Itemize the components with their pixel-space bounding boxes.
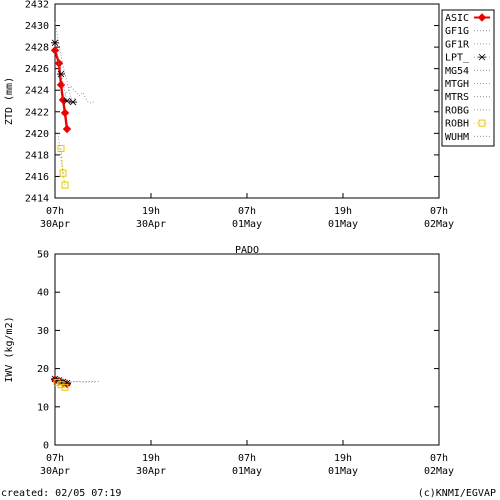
panel2-y-tick-label: 30: [37, 326, 49, 337]
panel1-series-robh: [57, 144, 69, 189]
legend-point: [478, 53, 486, 61]
panel2-y-tick-label: 0: [43, 441, 49, 452]
panel1-series-line: [54, 22, 75, 100]
panel1-lpt_-point: [57, 70, 65, 78]
legend-entry-mtgh: MTGH: [445, 79, 490, 90]
panel1-lpt_-point: [69, 98, 77, 106]
panel2-x-tick-label-date: 30Apr: [136, 466, 166, 477]
panel1-y-tick-label: 2414: [25, 194, 49, 205]
panel1-y-tick-label: 2432: [25, 0, 49, 11]
panel1-series-line: [60, 148, 66, 186]
panel1-robh-point: [57, 144, 65, 152]
created-timestamp: created: 02/05 07:19: [1, 488, 122, 499]
panel1-x-tick-label-hour: 07h: [238, 206, 256, 217]
legend-entry-asic: ASIC: [445, 13, 490, 24]
legend-label: ROBH: [445, 119, 469, 130]
panel1-lpt_-point: [63, 97, 71, 105]
panel1-y-tick-label: 2416: [25, 172, 49, 183]
legend-entry-wuhm: WUHM: [445, 132, 490, 143]
panel1-x-tick-label-date: 30Apr: [136, 219, 166, 230]
legend-entry-lpt: LPT_: [445, 53, 490, 64]
panel2-y-axis-label: IWV (kg/m2): [4, 316, 15, 382]
panel1-robh-point: [61, 181, 69, 189]
panel2-robh-point: [53, 378, 61, 386]
panel1-x-tick-label-hour: 19h: [142, 206, 160, 217]
panel1-y-axis-label: ZTD (mm): [4, 77, 15, 125]
panel2-series-line: [54, 380, 95, 383]
legend-label: LPT_: [445, 53, 470, 64]
panel1-x-tick-label-date: 01May: [328, 219, 358, 230]
credit-text: (c)KNMI/EGVAP: [417, 488, 496, 499]
legend-entry-gf1r: GF1R: [445, 39, 490, 50]
panel2-y-tick-label: 50: [37, 250, 49, 261]
panel1-lpt_-point: [51, 39, 59, 47]
panel1-series-mg54: [62, 85, 96, 104]
legend-entry-mtrs: MTRS: [445, 92, 490, 103]
legend-label: MG54: [445, 66, 469, 77]
legend-entry-robg: ROBG: [445, 105, 490, 116]
panel2-y-tick-label: 10: [37, 402, 49, 413]
legend-point: [478, 119, 486, 127]
panel1-series-lpt: [51, 39, 77, 106]
panel2-x-tick-label-hour: 19h: [334, 453, 352, 464]
legend-point: [477, 13, 487, 22]
panel1-asic-point: [54, 59, 64, 68]
legend-label: ROBG: [445, 105, 469, 116]
panel2-chart-title: PADO: [235, 245, 259, 256]
panel1-y-tick-label: 2422: [25, 107, 49, 118]
panel1-series-line: [57, 133, 64, 175]
panel2-series-mg54: [58, 381, 99, 384]
panel2-plot-frame: [54, 253, 440, 446]
panel1-y-tick-label: 2430: [25, 21, 49, 32]
panel1-series-line: [62, 85, 96, 104]
panel2-x-tick-label-hour: 19h: [142, 453, 160, 464]
legend-label: GF1R: [445, 39, 470, 50]
panel2-x-tick-label-date: 02May: [424, 466, 454, 477]
panel2-x-tick-label-date: 30Apr: [40, 466, 70, 477]
panel1-x-tick-label-hour: 19h: [334, 206, 352, 217]
panel1-x-tick-label-hour: 07h: [430, 206, 448, 217]
panel1-y-tick-label: 2424: [25, 86, 49, 97]
panel1-asic-point: [62, 124, 72, 134]
panel2-robh-point: [61, 383, 69, 391]
panel2-y-tick-label: 40: [37, 288, 49, 299]
panel1-series-gf1g: [54, 22, 75, 100]
panel2-series-line: [58, 381, 99, 384]
panel1-y-tick-label: 2418: [25, 150, 49, 161]
legend-entry-gf1g: GF1G: [445, 26, 490, 37]
panel1-robh-point: [59, 169, 67, 177]
panel2-x-tick-label-date: 01May: [232, 466, 262, 477]
panel1-y-tick-label: 2428: [25, 43, 49, 54]
legend-label: MTGH: [445, 79, 469, 90]
panel1-series-wuhm: [57, 133, 64, 175]
legend-label: ASIC: [445, 13, 469, 24]
panel2-x-tick-label-hour: 07h: [430, 453, 448, 464]
panel1-y-tick-label: 2420: [25, 129, 49, 140]
panel1-x-tick-label-hour: 07h: [46, 206, 64, 217]
panel1-asic-point: [56, 80, 66, 90]
panel2-series-gf1g: [54, 380, 95, 383]
panel1-asic-point: [50, 46, 60, 55]
panel2-y-tick-label: 20: [37, 364, 49, 375]
legend-label: MTRS: [445, 92, 469, 103]
legend-label: WUHM: [445, 132, 469, 143]
panel2-x-tick-label-hour: 07h: [238, 453, 256, 464]
panel1-y-tick-label: 2426: [25, 64, 49, 75]
panel1-series-asic: [50, 46, 72, 134]
legend-entry-robh: ROBH: [445, 119, 490, 130]
legend-label: GF1G: [445, 26, 469, 37]
panel1-series-line: [54, 42, 74, 103]
panel1-asic-point: [60, 108, 70, 118]
legend-entry-mg54: MG54: [445, 66, 490, 77]
panel1-x-tick-label-date: 02May: [424, 219, 454, 230]
panel2-x-tick-label-hour: 07h: [46, 453, 64, 464]
panel1-x-tick-label-date: 30Apr: [40, 219, 70, 230]
panel1-asic-point: [58, 95, 68, 105]
panel2-x-tick-label-date: 01May: [328, 466, 358, 477]
panel1-plot-frame: [54, 3, 440, 199]
panel1-x-tick-label-date: 01May: [232, 219, 262, 230]
